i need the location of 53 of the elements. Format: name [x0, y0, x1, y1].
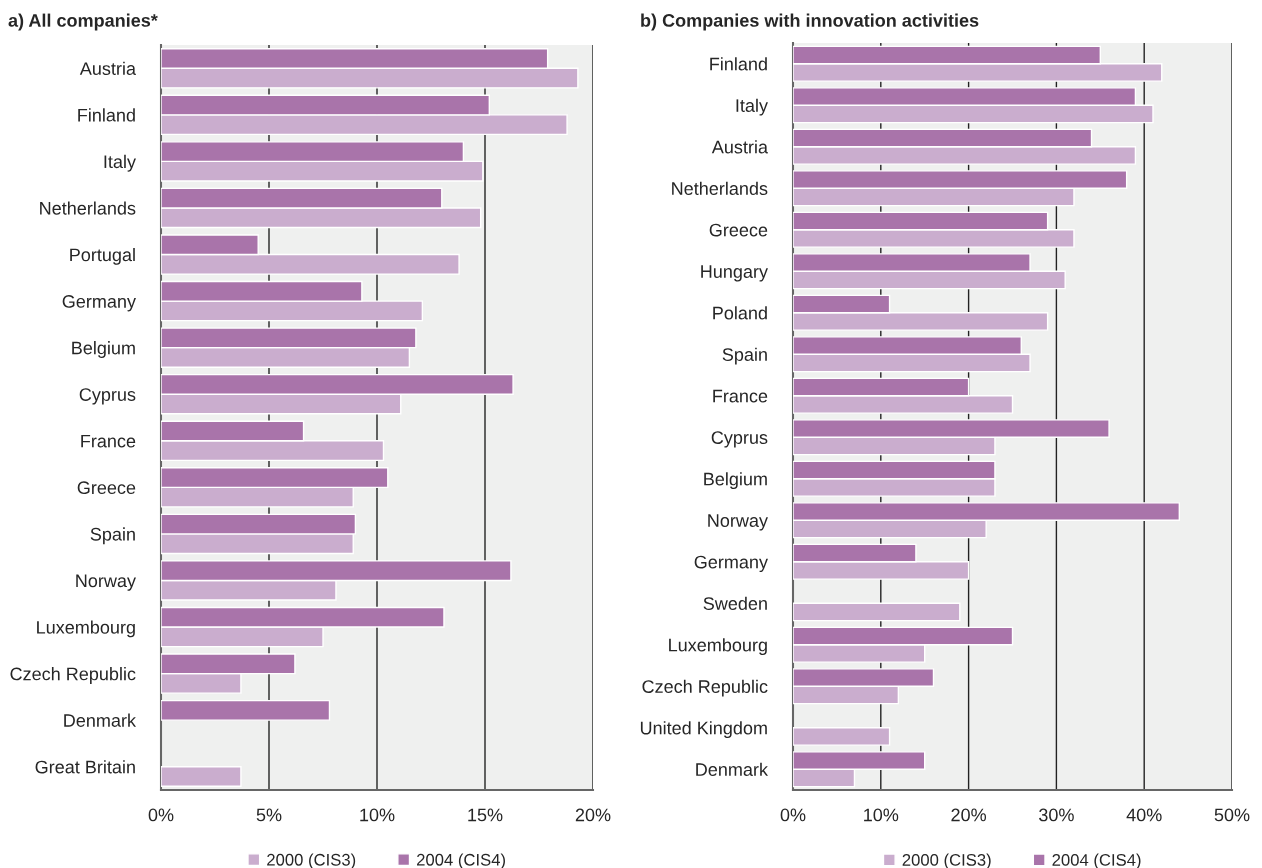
y-tick-label: Austria: [79, 61, 136, 75]
y-tick-label: United Kingdom: [640, 721, 767, 739]
x-tick-label: 40%: [1126, 808, 1162, 822]
y-tick-label: Hungary: [701, 265, 768, 282]
y-tick-label: France: [81, 434, 136, 448]
x-tick-label: 50%: [1214, 808, 1250, 822]
y-tick-label: Finland: [78, 108, 135, 122]
y-tick-label: Denmark: [696, 762, 769, 776]
x-tick-label: 30%: [1039, 808, 1074, 822]
bar: [793, 727, 891, 746]
x-tick-label: 10%: [360, 808, 395, 822]
y-tick-label: Denmark: [64, 713, 137, 727]
y-tick-label: Czech Republic: [10, 667, 136, 684]
y-tick-label: Luxembourg: [37, 620, 135, 638]
y-tick-label: Germany: [62, 295, 136, 312]
legend-label: 2004 (CIS4): [417, 853, 505, 868]
y-tick-label: Spain: [90, 527, 135, 545]
y-tick-label: Netherlands: [672, 181, 768, 195]
y-tick-label: Netherlands: [40, 201, 136, 215]
y-tick-label: Germany: [694, 555, 768, 573]
chart-title: b) Companies with innovation activities: [641, 13, 979, 31]
bar: [161, 699, 331, 721]
x-tick-label: 15%: [468, 808, 503, 822]
y-tick-label: Finland: [710, 57, 767, 71]
x-tick-label: 20%: [575, 808, 611, 822]
y-tick-label: Great Britain: [35, 760, 135, 774]
y-tick-label: Portugal: [70, 247, 135, 265]
y-tick-label: Luxembourg: [669, 638, 767, 656]
y-tick-label: Belgium: [72, 341, 135, 358]
y-tick-label: Greece: [77, 481, 136, 495]
bar: [793, 602, 961, 622]
y-tick-label: Spain: [722, 347, 767, 365]
bar: [161, 766, 242, 787]
y-tick-label: Cyprus: [711, 431, 768, 448]
y-tick-label: France: [713, 389, 768, 403]
x-tick-label: 10%: [864, 808, 899, 822]
y-tick-label: Greece: [709, 223, 768, 237]
y-tick-label: Italy: [736, 98, 768, 116]
y-tick-label: Austria: [711, 140, 768, 154]
y-tick-label: Sweden: [703, 596, 767, 610]
y-tick-label: Belgium: [704, 472, 767, 490]
x-tick-label: 20%: [951, 808, 987, 822]
y-tick-label: Norway: [76, 574, 136, 591]
y-tick-label: Italy: [104, 154, 136, 172]
y-tick-label: Cyprus: [79, 388, 136, 405]
x-tick-label: 5%: [256, 808, 282, 822]
legend-label: 2000 (CIS3): [267, 853, 356, 868]
x-tick-label: 0%: [148, 808, 174, 822]
chart-title: a) All companies*: [8, 13, 158, 31]
y-tick-label: Norway: [708, 514, 768, 531]
y-tick-label: Poland: [713, 306, 767, 320]
y-tick-label: Czech Republic: [642, 679, 768, 697]
x-tick-label: 0%: [780, 808, 806, 822]
